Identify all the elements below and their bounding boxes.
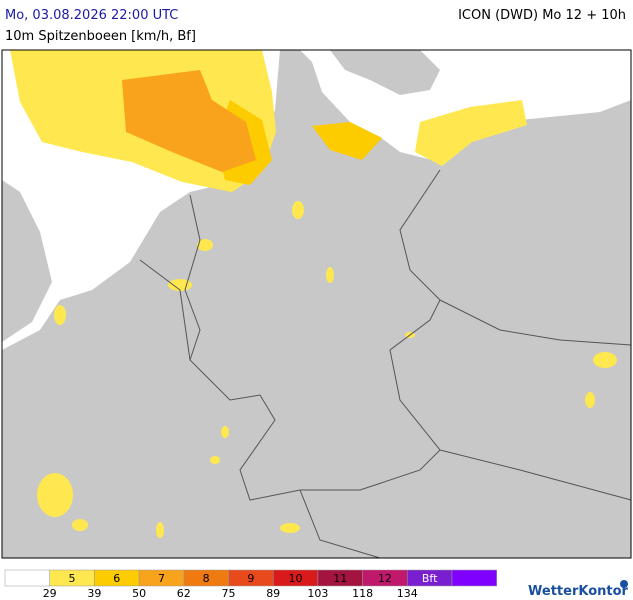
legend-label: Bft (422, 572, 438, 585)
legend-threshold: 50 (132, 587, 146, 600)
gust-area (312, 122, 382, 160)
map (1, 49, 632, 559)
gust-area (415, 100, 527, 166)
gust-area (122, 70, 256, 172)
legend-label: 12 (378, 572, 392, 585)
subtitle: 10m Spitzenboeen [km/h, Bf] (5, 29, 196, 44)
legend-label: 6 (113, 572, 120, 585)
legend-label: 11 (333, 572, 347, 585)
legend-label: 9 (247, 572, 254, 585)
legend-threshold: 39 (87, 587, 101, 600)
legend-threshold: 62 (177, 587, 191, 600)
sweden (330, 50, 440, 95)
legend-label: 8 (203, 572, 210, 585)
legend-label: 7 (158, 572, 165, 585)
legend-threshold: 75 (222, 587, 236, 600)
legend-threshold: 103 (307, 587, 328, 600)
gust-spots (37, 201, 617, 538)
borders (139, 169, 632, 559)
logo-text: WetterKontor (528, 584, 629, 599)
legend-threshold: 89 (266, 587, 280, 600)
legend-threshold: 29 (43, 587, 57, 600)
legend-label: 5 (69, 572, 76, 585)
legend-threshold: 118 (352, 587, 373, 600)
legend-label: 10 (289, 572, 303, 585)
title: Mo, 03.08.2026 22:00 UTC (5, 8, 178, 23)
model-run: ICON (DWD) Mo 12 + 10h (458, 8, 626, 23)
logo-icon (620, 580, 628, 588)
map-frame (1, 49, 632, 559)
england (2, 180, 52, 342)
legend-swatch (451, 569, 497, 587)
legend-swatch (4, 569, 50, 587)
logo: WetterKontor (528, 580, 629, 599)
legend-threshold: 134 (397, 587, 418, 600)
